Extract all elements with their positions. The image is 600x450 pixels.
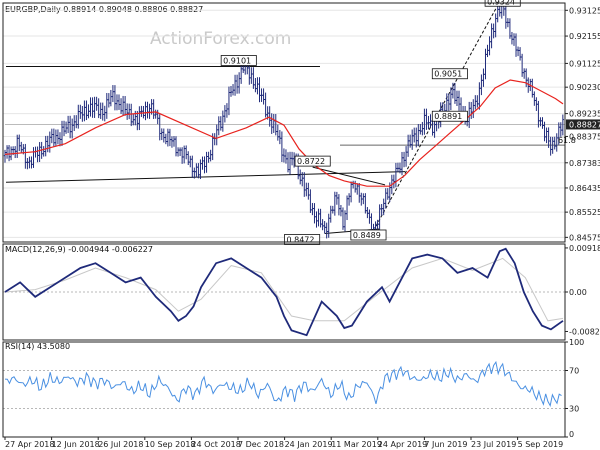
rsi-y-tick-label: 0 (569, 430, 574, 439)
price-y-tick-label: 0.85525 (569, 208, 600, 217)
macd-y-tick-label: 0.00 (569, 288, 587, 297)
rsi-y-tick-label: 30 (569, 405, 579, 414)
macd-signal-line (4, 257, 564, 322)
x-tick-label: 7 Jun 2019 (424, 440, 467, 449)
rsi-grid (3, 370, 565, 409)
price-y-tick-label: 0.91125 (569, 59, 600, 68)
level-label-box (350, 229, 387, 241)
x-tick-label: 24 Apr 2019 (378, 440, 427, 449)
level-label-text: 0.8472 (286, 236, 314, 245)
rsi-y-axis: 100 70 30 0 (565, 338, 584, 439)
level-label-text: 0.9101 (223, 56, 251, 65)
pane-frame-2 (2, 341, 566, 438)
price-y-tick-label: 0.93125 (569, 6, 600, 15)
pane-frames (2, 2, 566, 438)
current-price-label: 0.88827 (569, 120, 600, 129)
rsi-pane: RSI(14) 43.5080 100 70 30 0 (3, 338, 584, 439)
price-y-tick-label: 0.92155 (569, 32, 600, 41)
rsi-pane-title: RSI(14) 43.5080 (5, 342, 70, 351)
macd-marks (4, 247, 564, 337)
fibonacci-label: 61.8 (558, 136, 576, 145)
price-y-tick-label: 0.89235 (569, 110, 600, 119)
rsi-line (4, 360, 562, 408)
macd-pane-title: MACD(12,26,9) -0.004944 -0.006227 (5, 245, 153, 254)
price-marks (3, 0, 565, 240)
x-tick-label: 10 Sep 2018 (145, 440, 196, 449)
level-label-box (294, 155, 331, 167)
sma-line (4, 79, 564, 187)
level-label-box (431, 68, 468, 80)
pane-frame-0 (2, 2, 566, 243)
price-y-tick-label: 0.84575 (569, 233, 600, 242)
x-tick-label: 24 Oct 2018 (191, 440, 240, 449)
x-tick-label: 7 Dec 2018 (238, 440, 284, 449)
price-y-tick-label: 0.87383 (569, 159, 600, 168)
level-label-text: 0.9051 (434, 70, 462, 79)
level-label-text: 0.8891 (434, 112, 462, 121)
price-grid (3, 9, 565, 238)
price-y-tick-label: 0.90230 (569, 83, 600, 92)
price-pane-title: EURGBP,Daily 0.88914 0.89048 0.88806 0.8… (5, 5, 203, 14)
price-y-tick-label: 0.86435 (569, 184, 600, 193)
level-label-box (431, 110, 468, 122)
x-tick-label: 23 Jul 2019 (471, 440, 516, 449)
macd-y-tick-label: 0.009181 (569, 244, 600, 253)
rsi-y-tick-label: 70 (569, 367, 579, 376)
rsi-y-tick-label: 100 (569, 338, 584, 347)
x-tick-label: 5 Sep 2019 (518, 440, 564, 449)
macd-pane: MACD(12,26,9) -0.004944 -0.006227 0.0091… (3, 244, 600, 337)
price-y-tick-label: 0.88375 (569, 132, 600, 141)
x-tick-label: 24 Jan 2019 (285, 440, 333, 449)
x-tick-label: 27 Apr 2018 (5, 440, 54, 449)
price-pane: EURGBP,Daily 0.88914 0.89048 0.88806 0.8… (3, 0, 600, 245)
level-label-box (284, 234, 321, 245)
x-tick-label: 26 Jul 2018 (98, 440, 143, 449)
channel-top-line (312, 166, 386, 186)
macd-y-axis: 0.009181 0.00 -0.008225 (565, 244, 600, 336)
level-label-box (220, 55, 257, 66)
x-tick-label: 11 Mar 2019 (331, 440, 382, 449)
macd-y-tick-label: -0.008225 (569, 327, 600, 336)
watermark: ActionForex.com (150, 29, 291, 49)
rsi-marks (4, 360, 562, 408)
level-label-text: 0.8489 (353, 231, 381, 240)
current-price-box (566, 119, 600, 130)
pane-frame-1 (2, 243, 566, 341)
dashed-trendline (375, 7, 498, 227)
macd-line (4, 247, 564, 337)
level-label-text: 0.8722 (297, 157, 325, 166)
price-y-axis: 0.93125 0.92155 0.91125 0.90230 0.89235 0.883… (565, 6, 600, 242)
x-tick-label: 12 Jun 2018 (52, 440, 100, 449)
